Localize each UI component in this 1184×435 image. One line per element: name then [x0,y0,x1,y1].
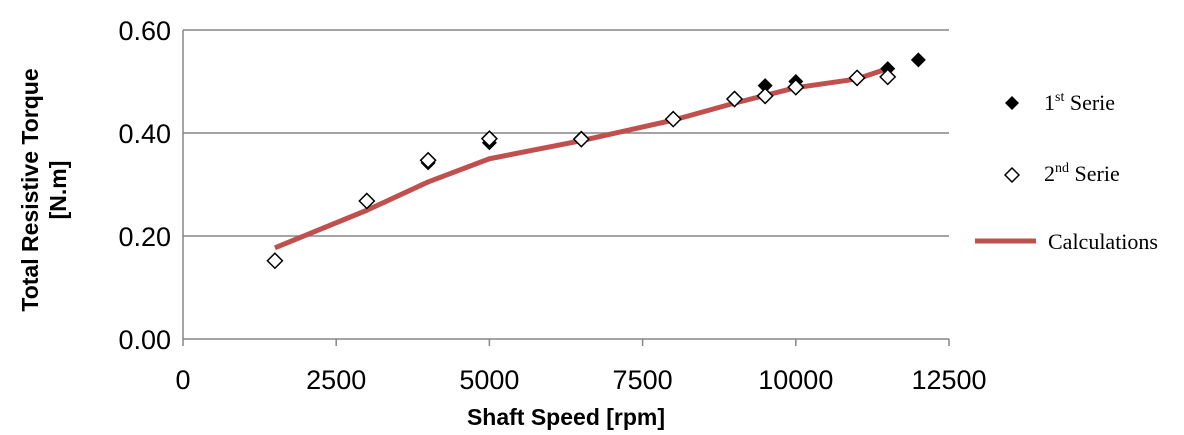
x-tick-label: 0 [175,365,190,395]
y-tick-label: 0.40 [118,119,171,149]
legend-marker-filled-diamond [1005,96,1019,110]
x-tick-label: 2500 [306,365,366,395]
point-2nd-serie [480,130,498,148]
y-tick-label: 0.00 [118,325,171,355]
legend-item-calculations: Calculations [975,229,1158,254]
point-2nd-serie [572,130,590,148]
y-tick-label: 0.20 [118,222,171,252]
calculations-series-line [273,66,889,251]
legend: 1st Serie 2nd Serie Calculations [975,90,1158,254]
x-tick-label: 7500 [613,365,673,395]
legend-item-2nd-serie: 2nd Serie [1003,161,1120,186]
point-2nd-serie [879,68,897,86]
x-axis-title: Shaft Speed [rpm] [467,404,665,430]
y-axis-title: Total Resistive Torque [N.m] [17,68,71,311]
point-2nd-serie [664,110,682,128]
point-2nd-serie [266,252,284,270]
point-2nd-serie [848,69,866,87]
point-1st-serie [757,78,773,94]
x-tick-label: 12500 [911,365,986,395]
point-2nd-serie [419,151,437,169]
x-tick-label: 10000 [758,365,833,395]
legend-label-calculations: Calculations [1048,229,1158,254]
calculations-line-layer [273,66,889,251]
point-2nd-serie [725,90,744,108]
tick-labels: 0 2500 5000 7500 10000 12500 0.00 0.20 0.40 0.60 [118,16,986,395]
y-tick-label: 0.60 [118,16,171,46]
axes [182,30,950,346]
gridlines [183,29,949,237]
legend-item-1st-serie: 1st Serie [1005,90,1115,115]
y-axis-title-line-2: [N.m] [45,161,71,220]
point-2nd-serie [787,78,805,96]
point-1st-serie [910,52,926,68]
point-2nd-serie [358,192,376,210]
x-tick-label: 5000 [459,365,519,395]
markers-layer [266,52,926,270]
y-axis-title-line-1: Total Resistive Torque [17,68,43,311]
legend-label-2nd-serie: 2nd Serie [1044,161,1120,186]
legend-label-1st-serie: 1st Serie [1044,90,1115,115]
legend-marker-hollow-diamond [1003,166,1021,184]
point-2nd-serie [756,87,774,105]
